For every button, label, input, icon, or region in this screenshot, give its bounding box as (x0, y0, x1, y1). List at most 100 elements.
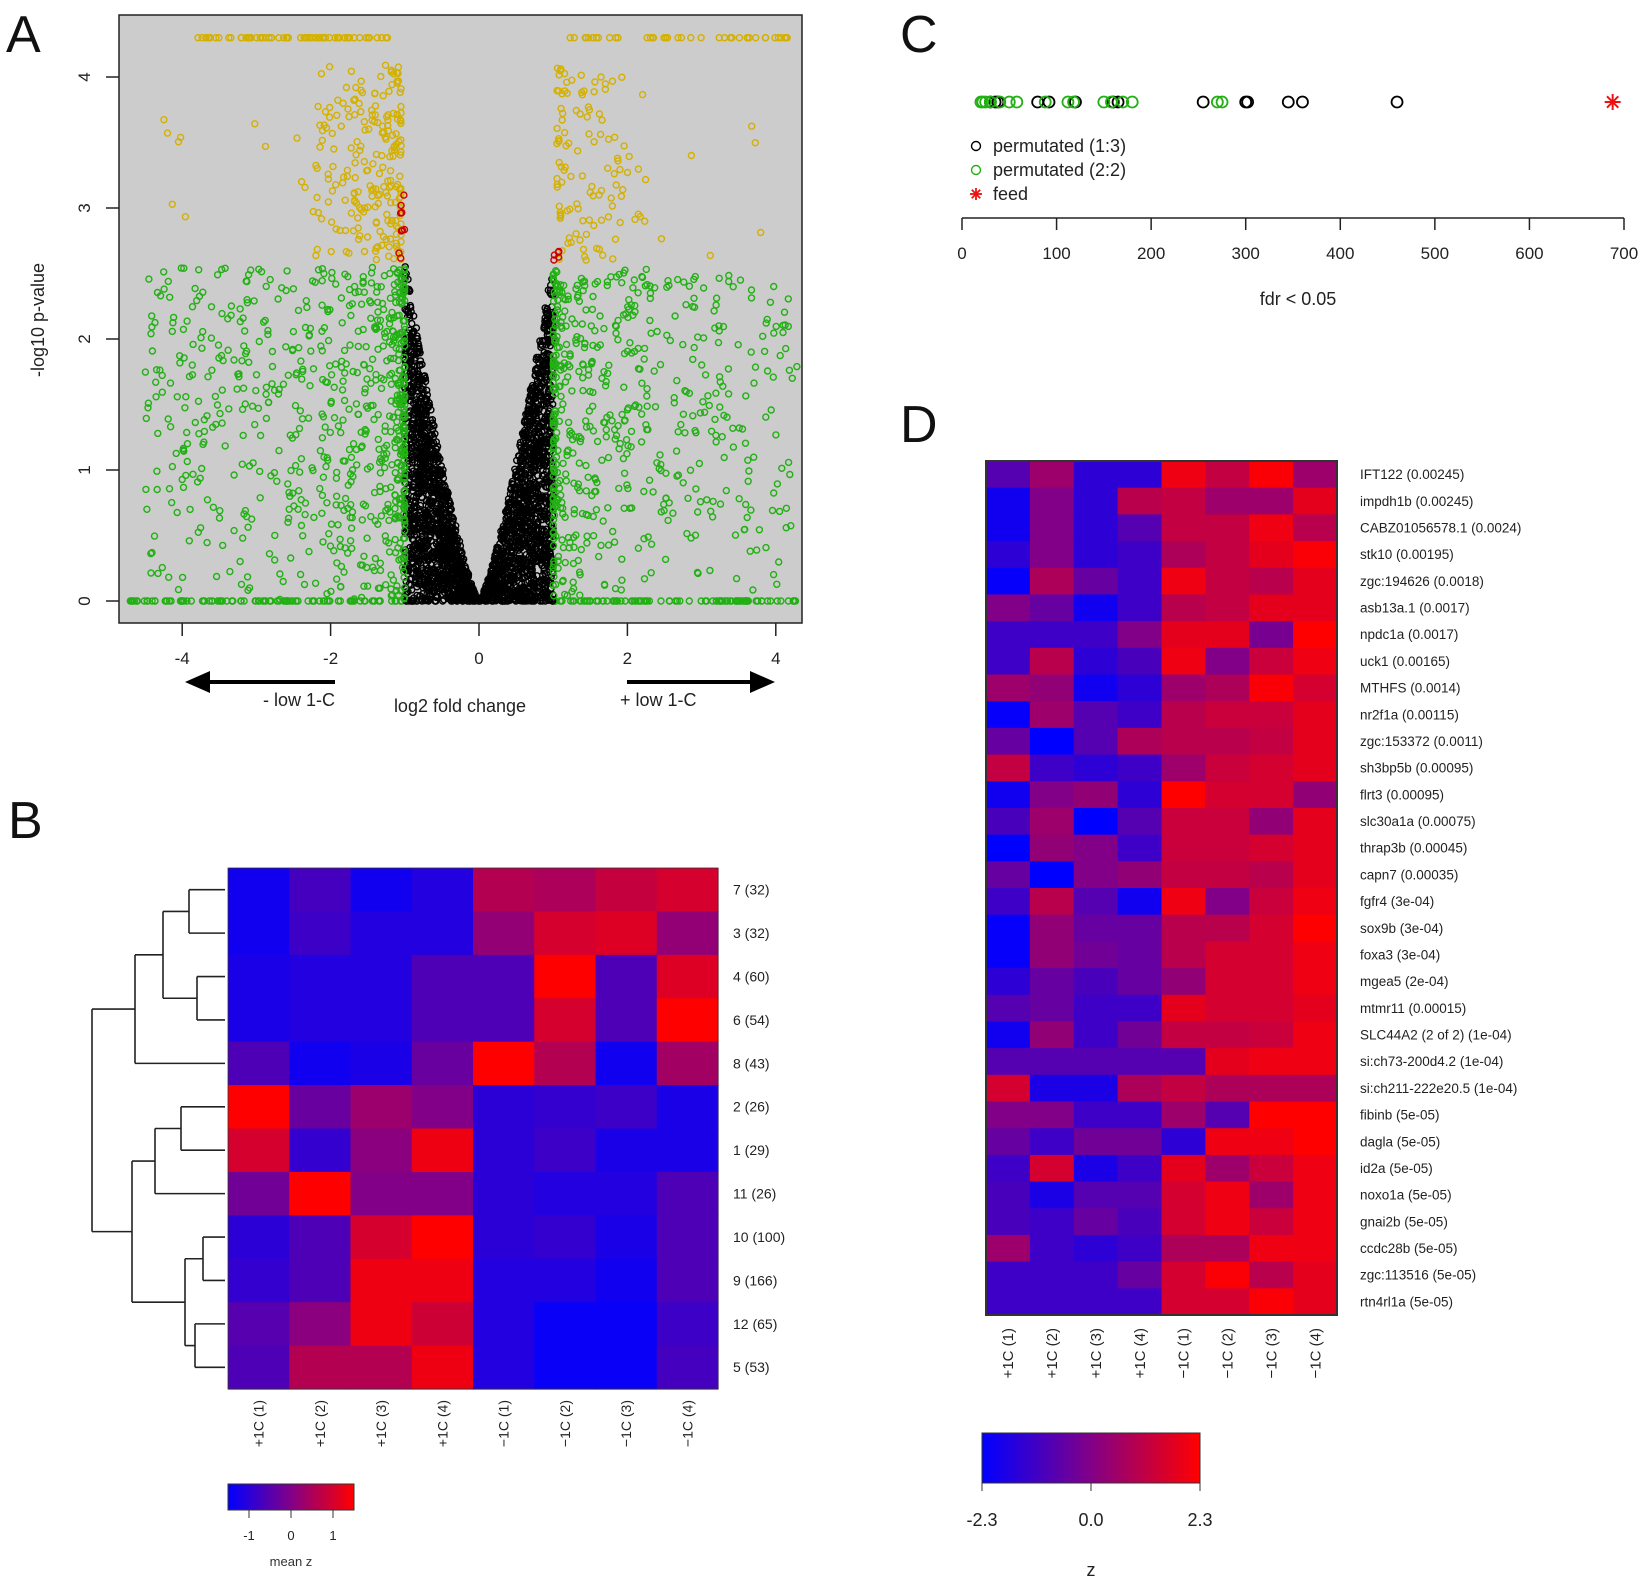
data-point (1281, 95, 1295, 109)
heatmap-cell (1293, 541, 1338, 569)
heatmap-cell (411, 1171, 474, 1216)
heatmap-cell (1073, 487, 1119, 515)
data-point (176, 597, 185, 605)
legend-label: feed (993, 184, 1028, 204)
heatmap-cell (411, 954, 474, 999)
data-point (636, 597, 645, 605)
y-tick-label: 4 (75, 72, 94, 81)
data-point (715, 597, 724, 605)
x-tick-label: 500 (1421, 244, 1449, 263)
heatmap-cell (350, 1171, 413, 1216)
heatmap-cell (1029, 567, 1075, 596)
row-label: 12 (65) (733, 1316, 777, 1332)
data-point (280, 597, 288, 605)
heatmap-cell (228, 868, 290, 913)
data-point (228, 597, 236, 605)
data-point (718, 597, 727, 605)
data-point (766, 597, 775, 605)
x-tick-label: 600 (1515, 244, 1543, 263)
heatmap-cell (1293, 621, 1338, 649)
data-point (665, 597, 674, 605)
heatmap-cell (986, 487, 1031, 515)
data-point (548, 595, 556, 603)
heatmap-cell (1029, 647, 1075, 676)
column-label: −1C (2) (557, 1400, 573, 1447)
data-point (673, 597, 681, 605)
heatmap-cell (656, 868, 719, 913)
data-point (167, 597, 175, 605)
row-label: 3 (32) (733, 925, 770, 941)
heatmap-cell (1073, 514, 1119, 542)
heatmap-cell (473, 1215, 535, 1260)
heatmap-cell (1293, 567, 1338, 596)
heatmap-cell (1073, 567, 1119, 596)
heatmap-cell (473, 1041, 535, 1086)
heatmap-cell (289, 1085, 352, 1130)
column-label: +1C (2) (312, 1400, 328, 1447)
heatmap-cell (534, 1128, 597, 1173)
heatmap-cell (595, 998, 658, 1043)
heatmap-cell (534, 1041, 597, 1086)
heatmap-cell (411, 1128, 474, 1173)
heatmap-cell (473, 1345, 535, 1390)
gene-heatmap: IFT122 (0.00245)impdh1b (0.00245)CABZ010… (966, 460, 1521, 1580)
data-point (148, 597, 156, 605)
row-label: 10 (100) (733, 1229, 785, 1245)
heatmap-cell (228, 1085, 290, 1130)
fdr-axis: 0 100 200 300 400 500 600 700 (957, 217, 1638, 263)
heatmap-cell (1029, 594, 1075, 622)
heatmap-cell (534, 1302, 597, 1347)
x-axis-label: log2 fold change (394, 696, 526, 716)
column-label: −1C (4) (679, 1400, 695, 1447)
heatmap-cell (289, 1302, 352, 1347)
heatmap-cell (289, 1171, 352, 1216)
color-key-tick-label: 1 (329, 1528, 336, 1543)
row-label: 7 (32) (733, 882, 770, 898)
heatmap-cell (1293, 514, 1338, 542)
heatmap-cell (595, 1171, 658, 1216)
heatmap-cell (986, 541, 1031, 569)
heatmap-cell (1029, 541, 1075, 569)
heatmap-cell (289, 998, 352, 1043)
row-dendrogram (91, 888, 225, 1369)
data-point (251, 597, 259, 605)
heatmap-cell (595, 1258, 658, 1303)
heatmap-cell (1205, 461, 1250, 489)
left-arrow-label: - low 1-C (263, 690, 335, 710)
heatmap-cell (534, 911, 597, 956)
data-point (676, 597, 684, 605)
volcano-points (126, 34, 801, 605)
data-point (326, 597, 334, 605)
data-point (308, 597, 317, 605)
heatmap-cell (595, 911, 658, 956)
heatmap-cell (411, 1041, 474, 1086)
heatmap-cell (289, 1345, 352, 1390)
heatmap-cell (1161, 567, 1206, 596)
heatmap-cell (350, 1258, 413, 1303)
heatmap-cell (1117, 621, 1163, 649)
heatmap-cell (473, 1302, 535, 1347)
heatmap-cell (228, 911, 290, 956)
heatmap-cell (473, 1128, 535, 1173)
heatmap-cell (534, 954, 597, 999)
heatmap-cell (656, 1171, 719, 1216)
color-key: -1 0 1 (227, 1483, 355, 1543)
data-point (407, 307, 415, 316)
y-tick-label: 2 (75, 334, 94, 343)
cluster-heatmap: 7 (32)3 (32)4 (60)6 (54)8 (43)2 (26)1 (2… (91, 867, 785, 1569)
data-point (754, 597, 762, 605)
heatmap-cell (986, 567, 1031, 596)
data-point (1010, 95, 1024, 109)
data-point (283, 597, 291, 605)
heatmap-cell (1117, 567, 1163, 596)
heatmap-cell (350, 1041, 413, 1086)
heatmap-cell (1161, 487, 1206, 515)
heatmap-cell (350, 1345, 413, 1390)
heatmap-cell (1249, 461, 1294, 489)
x-tick-label: -2 (323, 649, 338, 668)
heatmap-cell (411, 998, 474, 1043)
heatmap-cell (411, 1258, 474, 1303)
heatmap-cell (228, 998, 290, 1043)
row-label: 4 (60) (733, 968, 770, 984)
